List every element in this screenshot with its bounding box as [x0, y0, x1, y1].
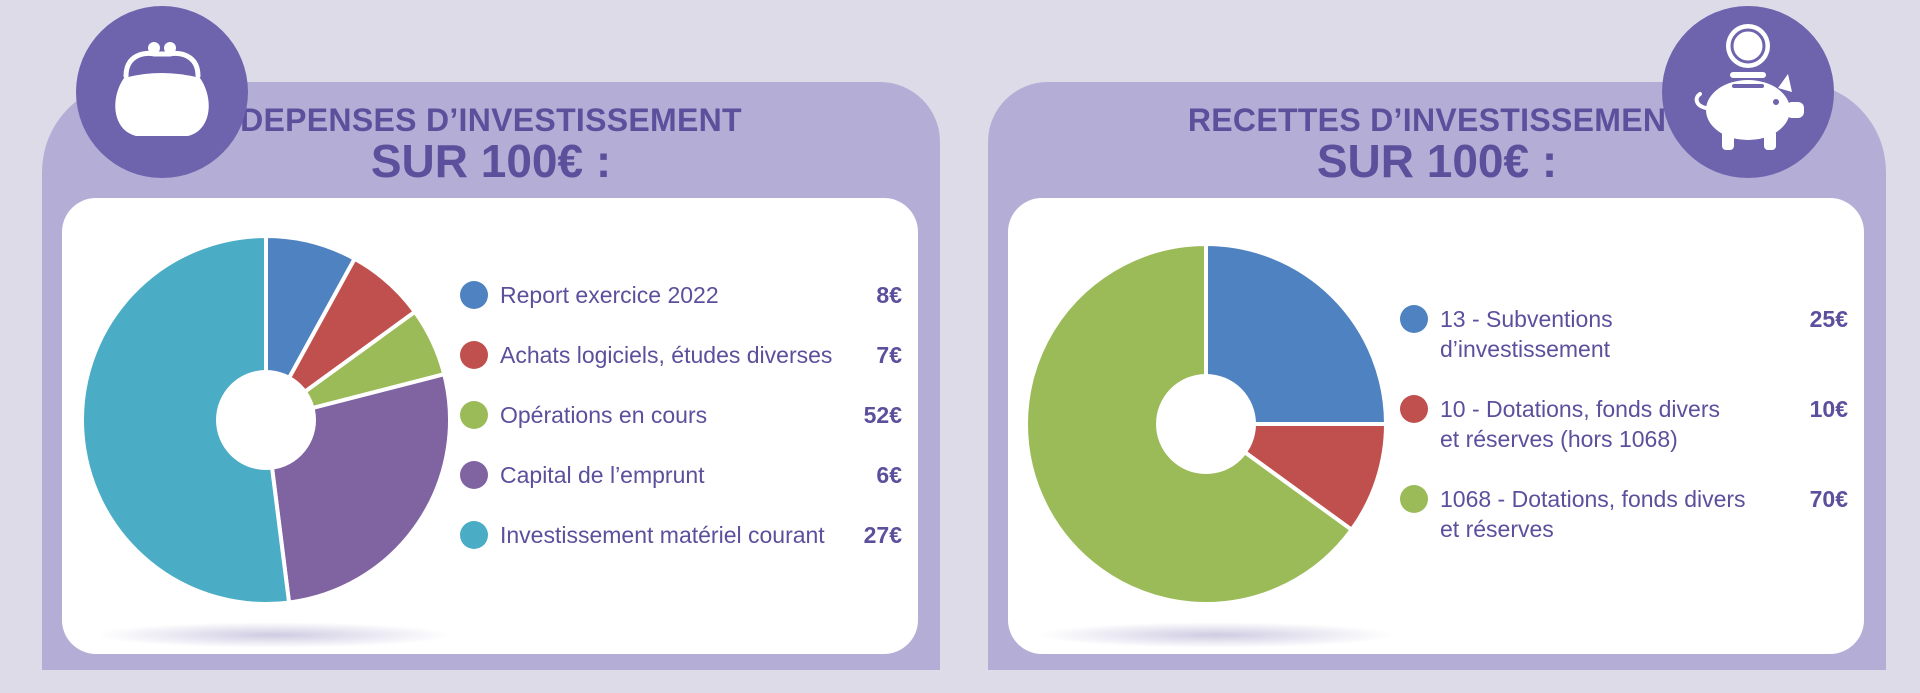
legend-value: 70€	[1809, 486, 1848, 512]
piggy-bank-icon	[1662, 6, 1834, 178]
legend-value: 52€	[863, 402, 902, 428]
legend-item: 1068 - Dotations, fonds divers et réserv…	[1400, 484, 1746, 544]
legend-value: 7€	[876, 342, 902, 368]
legend-label-line: et réserves (hors 1068)	[1440, 426, 1678, 452]
legend-label-line: et réserves	[1440, 516, 1554, 542]
legend-item: Achats logiciels, études diverses	[460, 340, 832, 370]
legend-dot-blue	[460, 281, 488, 309]
expenses-legend: Report exercice 2022 8€ Achats logiciels…	[62, 198, 918, 654]
legend-label: 1068 - Dotations, fonds divers et réserv…	[1440, 484, 1746, 544]
legend-value: 10€	[1809, 396, 1848, 422]
donut-hole	[216, 370, 316, 470]
legend-value: 25€	[1809, 306, 1848, 332]
revenues-card: 13 - Subventions d’investissement 25€ 10…	[1008, 198, 1864, 654]
legend-label-line: d’investissement	[1440, 336, 1611, 362]
expenses-pie-chart	[80, 233, 452, 606]
legend-label: Capital de l’emprunt	[500, 462, 705, 488]
revenues-subtitle: SUR 100€ :	[1316, 135, 1558, 187]
donut-hole	[1156, 374, 1256, 474]
purse-icon	[76, 6, 248, 178]
legend-dot-purple	[460, 461, 488, 489]
legend-label-line: 13 - Subventions	[1440, 306, 1613, 332]
legend-item: Opérations en cours	[460, 400, 707, 430]
legend-label: 13 - Subventions d’investissement	[1440, 304, 1613, 364]
legend-dot-red	[1400, 395, 1428, 423]
legend-item: 10 - Dotations, fonds divers et réserves…	[1400, 394, 1720, 454]
legend-item: Investissement matériel courant	[460, 520, 825, 550]
legend-dot-blue	[1400, 305, 1428, 333]
legend-label: Opérations en cours	[500, 402, 708, 428]
expenses-panel: DEPENSES D’INVESTISSEMENT SUR 100€ : Rep…	[42, 82, 940, 670]
revenues-title: RECETTES D’INVESTISSEMENT	[1187, 102, 1687, 138]
legend-dot-green	[1400, 485, 1428, 513]
legend-dot-green	[460, 401, 488, 429]
pie-slice	[1199, 422, 1389, 533]
pie-shadow	[94, 622, 454, 648]
expenses-title: DEPENSES D’INVESTISSEMENT	[240, 102, 742, 138]
pie-slice	[80, 233, 292, 606]
piggy-bank-icon-graphic	[1694, 24, 1804, 150]
legend-item: 13 - Subventions d’investissement	[1400, 304, 1613, 364]
expenses-card: Report exercice 2022 8€ Achats logiciels…	[62, 198, 918, 654]
legend-label: Investissement matériel courant	[500, 522, 825, 548]
purse-icon-graphic	[115, 42, 209, 136]
legend-label: Report exercice 2022	[500, 282, 719, 308]
revenues-pie-chart	[1024, 241, 1389, 606]
legend-item: Capital de l’emprunt	[460, 460, 705, 490]
pie-shadow	[1036, 622, 1396, 648]
pie-slice	[1204, 241, 1389, 426]
legend-label-line: 1068 - Dotations, fonds divers	[1440, 486, 1746, 512]
expenses-subtitle: SUR 100€ :	[370, 135, 612, 187]
legend-value: 6€	[876, 462, 902, 488]
legend-dot-cyan	[460, 521, 488, 549]
revenues-panel: RECETTES D’INVESTISSEMENT SUR 100€ : 13 …	[988, 82, 1886, 670]
legend-item: Report exercice 2022	[460, 280, 719, 310]
revenues-legend: 13 - Subventions d’investissement 25€ 10…	[1008, 198, 1864, 654]
legend-label: Achats logiciels, études diverses	[500, 342, 833, 368]
legend-dot-red	[460, 341, 488, 369]
legend-label: 10 - Dotations, fonds divers et réserves…	[1440, 394, 1720, 454]
legend-value: 8€	[876, 282, 902, 308]
legend-value: 27€	[863, 522, 902, 548]
legend-label-line: 10 - Dotations, fonds divers	[1440, 396, 1720, 422]
